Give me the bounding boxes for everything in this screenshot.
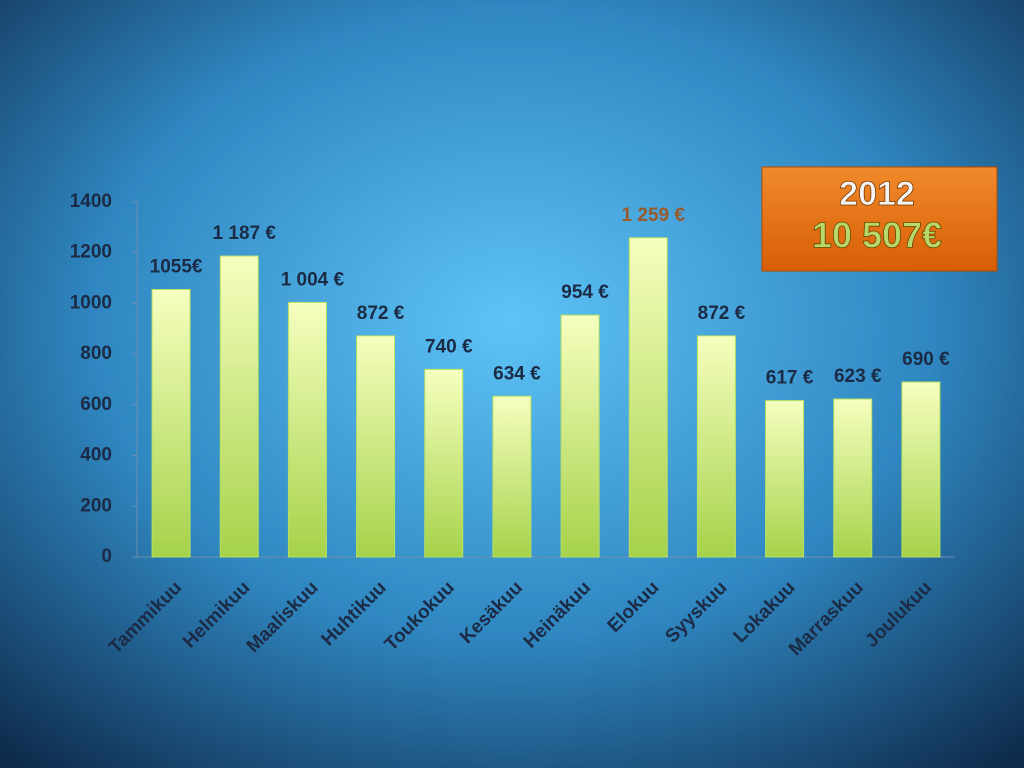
bar [765, 400, 805, 558]
value-label: 634 € [493, 363, 541, 384]
bar [219, 255, 259, 558]
bar [356, 335, 396, 558]
bar [151, 288, 191, 558]
y-tick-label: 600 [80, 394, 112, 415]
bar [833, 398, 873, 558]
y-tick-label: 800 [80, 343, 112, 364]
bar [901, 381, 941, 558]
year-label: 2012 [839, 175, 915, 213]
y-tick-label: 1200 [70, 242, 112, 263]
value-label: 740 € [425, 336, 473, 357]
value-label: 1 259 € [622, 205, 686, 226]
bar [492, 395, 532, 558]
value-label: 872 € [357, 303, 405, 324]
value-label: 1 187 € [213, 223, 277, 244]
summary-box [761, 166, 998, 272]
value-label: 872 € [698, 303, 746, 324]
bar [287, 301, 327, 558]
total-label: 10 507€ [812, 215, 942, 256]
value-label: 623 € [834, 366, 882, 387]
y-tick-label: 0 [101, 546, 112, 567]
value-label: 617 € [766, 368, 814, 389]
y-tick-label: 1400 [70, 191, 112, 212]
value-label: 1 004 € [281, 269, 345, 290]
y-tick-label: 400 [80, 445, 112, 466]
bar [696, 335, 736, 558]
value-label: 1055€ [150, 256, 203, 277]
value-label: 954 € [561, 282, 609, 303]
value-label: 690 € [902, 349, 950, 370]
y-tick-label: 1000 [70, 292, 112, 313]
bar [628, 237, 668, 558]
bar [424, 368, 464, 558]
bar [560, 314, 600, 558]
y-tick-label: 200 [80, 495, 112, 516]
